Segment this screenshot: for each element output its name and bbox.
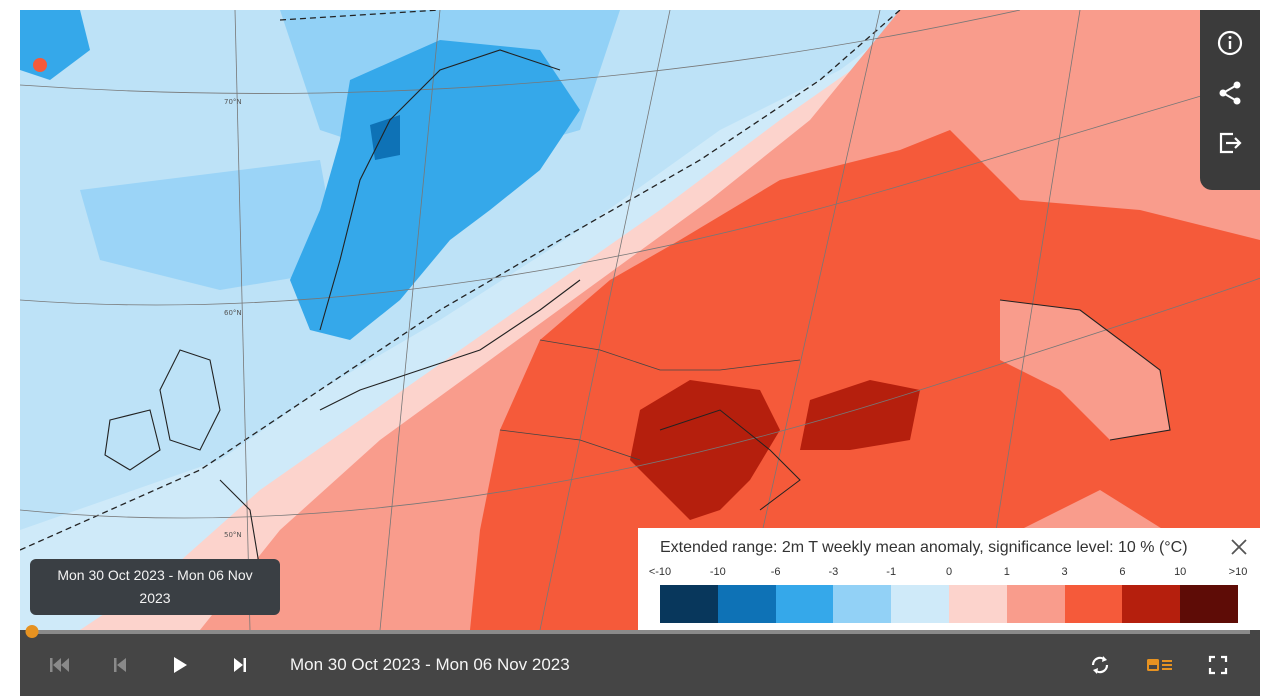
legend-swatch — [948, 585, 1007, 623]
legend-swatch — [717, 585, 776, 623]
period-label: Mon 30 Oct 2023 - Mon 06 Nov 2023 — [290, 655, 570, 674]
legend-tick-label: >10 — [1228, 566, 1248, 578]
legend-swatch — [891, 585, 949, 623]
legend-swatch — [833, 585, 892, 623]
legend-tick-label: -3 — [828, 566, 839, 578]
skip-start-icon — [50, 658, 69, 672]
legend-tick-label: <-10 — [648, 566, 672, 578]
legend-tick-label: 6 — [1119, 566, 1126, 578]
legend-title: Extended range: 2m T weekly mean anomaly… — [660, 539, 1188, 556]
info-icon — [1217, 30, 1243, 56]
legend-swatch — [1006, 585, 1065, 623]
step-back-icon — [114, 658, 126, 672]
legend-tick-label: 1 — [1003, 566, 1010, 578]
progress-knob[interactable] — [25, 625, 39, 638]
legend-close-button[interactable] — [1228, 536, 1250, 558]
export-icon — [1219, 132, 1242, 154]
map-viewer: 70°N 60°N 50°N — [20, 10, 1260, 696]
legend-swatch — [775, 585, 834, 623]
progress-track[interactable] — [25, 625, 1250, 638]
loop-button[interactable] — [1082, 652, 1118, 678]
legend-tick-label: 0 — [945, 566, 953, 578]
legend-panel: Extended range: 2m T weekly mean anomaly… — [638, 528, 1260, 630]
legend-tick-label: -10 — [709, 566, 726, 578]
legend-swatch — [1064, 585, 1123, 623]
legend-toggle-icon — [1147, 659, 1172, 671]
info-button[interactable] — [1208, 21, 1252, 65]
legend-swatch — [1122, 585, 1181, 623]
next-step-button[interactable] — [222, 652, 258, 678]
tooltip-line-1: Mon 30 Oct 2023 - Mon 06 Nov — [57, 567, 253, 583]
legend-toggle-button[interactable] — [1142, 652, 1178, 678]
lat-label-60: 60°N — [224, 309, 242, 317]
timeline-bar: Mon 30 Oct 2023 - Mon 06 Nov 2023 — [20, 625, 1260, 696]
lat-label-70: 70°N — [224, 98, 242, 106]
share-icon — [1219, 81, 1241, 105]
date-tooltip: Mon 30 Oct 2023 - Mon 06 Nov 2023 — [30, 559, 280, 615]
previous-step-button[interactable] — [102, 652, 138, 678]
play-icon — [174, 657, 187, 673]
legend-tick-label: 10 — [1174, 566, 1187, 578]
legend-swatch — [660, 585, 718, 623]
close-icon — [1231, 539, 1247, 555]
lat-label-50: 50°N — [224, 531, 242, 539]
loop-icon — [1091, 656, 1109, 674]
share-button[interactable] — [1208, 71, 1252, 115]
legend-ticks: <-10 -10 -6 -3 -1 0 1 3 6 10 >10 — [638, 566, 1260, 582]
legend-tick-label: 3 — [1061, 566, 1068, 578]
legend-colorbar — [660, 585, 1238, 623]
tooltip-line-2: 2023 — [139, 590, 171, 606]
fullscreen-icon — [1208, 655, 1228, 675]
fullscreen-button[interactable] — [1200, 652, 1236, 678]
legend-tick-label: -1 — [886, 566, 897, 578]
legend-swatch — [1180, 585, 1238, 623]
side-toolbar — [1200, 10, 1260, 190]
forecast-map[interactable]: 70°N 60°N 50°N — [20, 10, 1260, 630]
export-button[interactable] — [1208, 121, 1252, 165]
legend-tick-label: -6 — [770, 566, 781, 578]
skip-to-start-button[interactable] — [42, 652, 78, 678]
step-forward-icon — [234, 658, 246, 672]
play-button[interactable] — [162, 652, 198, 678]
